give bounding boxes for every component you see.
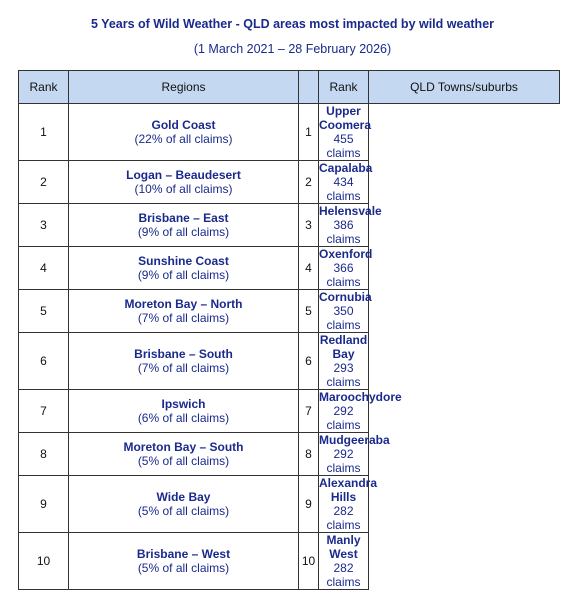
rank-right-cell: 2 <box>298 160 319 204</box>
rank-left-cell: 1 <box>18 103 69 161</box>
region-name: Wide Bay <box>156 490 211 504</box>
town-claims: 434 claims <box>326 175 361 203</box>
rank-left-cell: 6 <box>18 332 69 390</box>
region-share: (5% of all claims) <box>137 454 230 468</box>
region-share: (5% of all claims) <box>137 504 230 518</box>
region-cell: Ipswich (6% of all claims) <box>68 389 299 433</box>
table-row: 4 Sunshine Coast (9% of all claims) 4 Oxenfo… <box>18 246 560 290</box>
rank-right-cell: 3 <box>298 203 319 247</box>
page-subtitle: (1 March 2021 – 28 February 2026) <box>193 42 392 56</box>
table-row: 10 Brisbane – West (5% of all claims) 10 Man… <box>18 532 560 590</box>
town-claims: 292 claims <box>326 447 361 475</box>
region-name: Brisbane – East <box>138 211 229 225</box>
rank-right-cell: 10 <box>298 532 319 590</box>
page-title: 5 Years of Wild Weather - QLD areas most… <box>90 17 495 31</box>
town-cell: Upper Coomera 455 claims <box>318 103 372 161</box>
town-cell: Alexandra Hills 282 claims <box>318 475 378 533</box>
region-share: (9% of all claims) <box>137 225 230 239</box>
region-share: (7% of all claims) <box>137 311 230 325</box>
region-name: Brisbane – South <box>134 347 233 361</box>
region-share: (7% of all claims) <box>137 361 230 375</box>
region-name: Moreton Bay – South <box>123 440 244 454</box>
rank-left-cell: 9 <box>18 475 69 533</box>
rank-right-cell: 8 <box>298 432 319 476</box>
town-name: Alexandra Hills <box>319 476 378 504</box>
town-name: Capalaba <box>319 161 373 175</box>
town-claims: 366 claims <box>326 261 361 289</box>
region-name: Sunshine Coast <box>138 254 229 268</box>
rank-left-cell: 7 <box>18 389 69 433</box>
town-claims: 282 claims <box>326 504 361 532</box>
town-name: Cornubia <box>319 290 372 304</box>
town-name: Maroochydore <box>319 390 402 404</box>
region-cell: Gold Coast (22% of all claims) <box>68 103 299 161</box>
rank-left-cell: 5 <box>18 289 69 333</box>
town-cell: Capalaba 434 claims <box>318 160 373 204</box>
rank-right-cell: 1 <box>298 103 319 161</box>
rank-right-cell: 7 <box>298 389 319 433</box>
town-cell: Manly West 282 claims <box>318 532 369 590</box>
rank-left-cell: 10 <box>18 532 69 590</box>
table-row: 7 Ipswich (6% of all claims) 7 Maroochydore 2… <box>18 389 560 433</box>
rank-left-cell: 2 <box>18 160 69 204</box>
region-share: (9% of all claims) <box>137 268 230 282</box>
town-name: Oxenford <box>319 247 373 261</box>
town-cell: Maroochydore 292 claims <box>318 389 402 433</box>
divider-column <box>298 70 319 104</box>
table-row: 2 Logan – Beaudesert (10% of all claims) 2 C… <box>18 160 560 204</box>
region-share: (22% of all claims) <box>134 132 233 146</box>
region-cell: Brisbane – East (9% of all claims) <box>68 203 299 247</box>
table-row: 9 Wide Bay (5% of all claims) 9 Alexandra Hi… <box>18 475 560 533</box>
town-cell: Helensvale 386 claims <box>318 203 382 247</box>
town-claims: 455 claims <box>326 132 361 160</box>
region-cell: Moreton Bay – South (5% of all claims) <box>68 432 299 476</box>
region-share: (5% of all claims) <box>137 561 230 575</box>
region-cell: Brisbane – South (7% of all claims) <box>68 332 299 390</box>
town-cell: Cornubia 350 claims <box>318 289 372 333</box>
table-row: 1 Gold Coast (22% of all claims) 1 Upper Coo… <box>18 103 560 161</box>
town-name: Mudgeeraba <box>319 433 390 447</box>
town-name: Helensvale <box>319 204 382 218</box>
region-name: Ipswich <box>161 397 206 411</box>
rank-left-cell: 8 <box>18 432 69 476</box>
region-name: Gold Coast <box>151 118 216 132</box>
header-rank-right: Rank <box>318 70 369 104</box>
rank-right-cell: 9 <box>298 475 319 533</box>
region-name: Logan – Beaudesert <box>126 168 241 182</box>
town-name: Redland Bay <box>319 333 368 361</box>
rank-left-cell: 3 <box>18 203 69 247</box>
table-row: 5 Moreton Bay – North (7% of all claims) 5 C… <box>18 289 560 333</box>
town-claims: 292 claims <box>326 404 361 432</box>
town-name: Manly West <box>326 533 361 561</box>
town-claims: 282 claims <box>326 561 361 589</box>
town-claims: 386 claims <box>326 218 361 246</box>
header-regions: Regions <box>68 70 299 104</box>
town-name: Upper Coomera <box>319 104 372 132</box>
region-cell: Wide Bay (5% of all claims) <box>68 475 299 533</box>
table-row: 3 Brisbane – East (9% of all claims) 3 Helen… <box>18 203 560 247</box>
rank-right-cell: 5 <box>298 289 319 333</box>
header-rank-left: Rank <box>18 70 69 104</box>
region-share: (6% of all claims) <box>137 411 230 425</box>
table-header-row: Rank Regions Rank QLD Towns/suburbs <box>18 70 560 104</box>
rank-left-cell: 4 <box>18 246 69 290</box>
region-name: Brisbane – West <box>136 547 231 561</box>
impact-table: Rank Regions Rank QLD Towns/suburbs 1 Gol… <box>18 70 560 590</box>
rank-right-cell: 6 <box>298 332 319 390</box>
town-cell: Oxenford 366 claims <box>318 246 373 290</box>
region-name: Moreton Bay – North <box>124 297 243 311</box>
region-cell: Sunshine Coast (9% of all claims) <box>68 246 299 290</box>
region-cell: Logan – Beaudesert (10% of all claims) <box>68 160 299 204</box>
table-row: 6 Brisbane – South (7% of all claims) 6 Redl… <box>18 332 560 390</box>
header-towns: QLD Towns/suburbs <box>368 70 560 104</box>
region-share: (10% of all claims) <box>134 182 233 196</box>
town-cell: Mudgeeraba 292 claims <box>318 432 390 476</box>
town-claims: 293 claims <box>326 361 361 389</box>
town-claims: 350 claims <box>326 304 361 332</box>
town-cell: Redland Bay 293 claims <box>318 332 369 390</box>
region-cell: Moreton Bay – North (7% of all claims) <box>68 289 299 333</box>
rank-right-cell: 4 <box>298 246 319 290</box>
table-row: 8 Moreton Bay – South (5% of all claims) 8 M… <box>18 432 560 476</box>
region-cell: Brisbane – West (5% of all claims) <box>68 532 299 590</box>
